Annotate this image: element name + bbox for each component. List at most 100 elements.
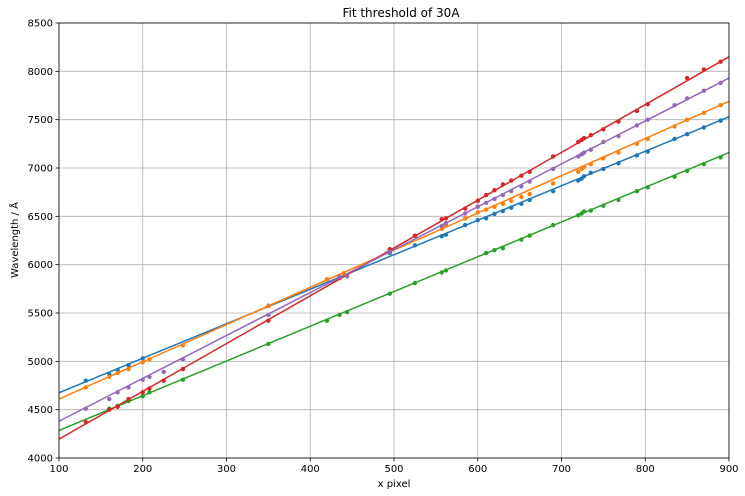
data-point-1 — [147, 357, 152, 362]
data-point-1 — [462, 216, 468, 221]
y-axis: 4000 4500 5000 5500 6000 6500 7000 7500 8000 8500 — [28, 19, 59, 465]
data-point-4 — [161, 369, 166, 375]
data-point-4 — [527, 179, 532, 184]
data-point-4 — [645, 117, 650, 122]
data-point-4 — [115, 390, 120, 395]
data-point-0 — [462, 222, 468, 228]
data-point-4 — [140, 377, 145, 382]
data-point-0 — [576, 178, 581, 183]
data-point-2 — [581, 209, 587, 214]
x-axis: 100 200 300 400 500 600 700 800 900 — [49, 458, 739, 475]
data-point-2 — [527, 233, 532, 238]
data-point-4 — [483, 200, 489, 205]
data-point-0 — [443, 232, 449, 237]
grid — [58, 22, 730, 459]
data-point-3 — [576, 139, 581, 145]
data-point-4 — [616, 133, 621, 139]
data-point-1 — [475, 210, 480, 215]
data-point-1 — [645, 136, 650, 142]
data-point-1 — [527, 191, 532, 197]
data-point-4 — [344, 274, 350, 279]
data-point-3 — [115, 404, 120, 409]
data-point-1 — [180, 343, 186, 348]
data-point-0 — [616, 160, 621, 166]
data-point-4 — [443, 220, 449, 226]
y-tick-label: 4000 — [28, 454, 53, 465]
data-point-2 — [147, 390, 152, 395]
data-point-2 — [387, 291, 393, 296]
data-point-2 — [483, 250, 489, 256]
data-point-0 — [718, 118, 723, 123]
data-point-1 — [500, 201, 506, 206]
data-point-2 — [634, 189, 640, 194]
data-point-4 — [492, 196, 497, 202]
data-point-1 — [266, 304, 271, 309]
data-point-2 — [718, 155, 723, 160]
data-point-2 — [266, 341, 271, 347]
data-point-2 — [324, 318, 330, 323]
y-tick-label: 8000 — [28, 67, 53, 78]
data-point-2 — [519, 237, 524, 242]
y-tick-label: 6500 — [28, 212, 53, 223]
x-tick-label: 900 — [719, 464, 738, 475]
data-point-4 — [576, 154, 581, 159]
data-point-4 — [337, 275, 342, 280]
data-point-2 — [645, 185, 650, 190]
data-point-0 — [601, 166, 606, 172]
data-point-0 — [519, 201, 524, 206]
data-point-3 — [500, 182, 506, 187]
x-tick-label: 600 — [468, 464, 487, 475]
data-point-3 — [616, 119, 621, 124]
data-point-3 — [601, 127, 606, 132]
data-point-3 — [684, 75, 690, 81]
x-tick-label: 100 — [49, 464, 68, 475]
y-tick-label: 5000 — [28, 357, 53, 368]
data-point-0 — [483, 216, 489, 221]
data-point-3 — [701, 67, 707, 72]
data-point-3 — [83, 420, 89, 425]
data-point-1 — [492, 204, 497, 209]
data-point-2 — [439, 270, 444, 275]
data-point-3 — [483, 192, 489, 198]
x-tick-label: 300 — [217, 464, 236, 475]
data-point-2 — [443, 268, 449, 273]
data-point-0 — [672, 136, 677, 142]
data-point-2 — [588, 208, 594, 213]
data-point-3 — [266, 318, 271, 323]
data-point-1 — [576, 169, 581, 175]
data-point-2 — [616, 197, 621, 203]
data-point-0 — [634, 153, 640, 158]
data-point-2 — [576, 213, 581, 218]
data-point-4 — [588, 147, 594, 152]
data-point-0 — [527, 197, 532, 203]
data-point-3 — [443, 216, 449, 221]
data-point-0 — [492, 211, 497, 217]
data-point-1 — [483, 207, 489, 212]
data-point-3 — [581, 135, 587, 141]
data-point-4 — [500, 192, 506, 198]
data-point-0 — [140, 356, 145, 361]
data-point-0 — [701, 125, 707, 130]
data-point-0 — [439, 233, 444, 239]
data-point-4 — [387, 249, 393, 255]
data-point-0 — [500, 208, 506, 214]
data-point-3 — [147, 386, 152, 391]
data-point-0 — [550, 189, 556, 194]
x-axis-label: x pixel — [378, 479, 411, 490]
y-axis-label: Wavelength / Å — [8, 202, 21, 278]
data-point-3 — [126, 396, 131, 402]
data-point-2 — [500, 246, 506, 251]
data-point-4 — [83, 406, 89, 411]
data-point-0 — [509, 205, 514, 210]
data-point-2 — [344, 309, 350, 315]
y-tick-label: 4500 — [28, 405, 53, 416]
data-point-4 — [581, 150, 587, 155]
data-point-3 — [492, 188, 497, 193]
data-point-0 — [126, 363, 131, 368]
data-point-1 — [126, 366, 131, 372]
data-point-1 — [115, 370, 120, 376]
data-point-4 — [462, 211, 468, 216]
data-point-1 — [616, 150, 621, 155]
y-tick-label: 7500 — [28, 115, 53, 126]
data-point-3 — [140, 390, 145, 395]
